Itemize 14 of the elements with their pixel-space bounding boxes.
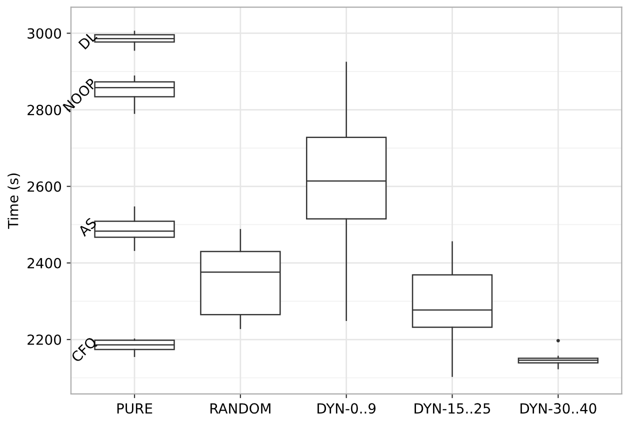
text: AS (77, 217, 98, 237)
text: CFQ (70, 336, 98, 364)
x-tick-label: RANDOM (210, 403, 270, 414)
y-tick-label: 3000 (28, 28, 62, 39)
y-tick-label: 2400 (28, 258, 62, 268)
y-axis-title: Time (s) (8, 174, 20, 229)
text: DL (78, 30, 98, 50)
x-tick-label: DYN-15..25 (414, 403, 490, 414)
y-tick-label: 2600 (28, 181, 62, 192)
x-tick-label: DYN-30..40 (520, 403, 596, 414)
x-tick-label: PURE (117, 403, 152, 414)
y-tick-label: 2200 (28, 334, 62, 346)
y-tick-label: 2800 (28, 104, 62, 116)
x-tick-label: DYN-0..9 (318, 403, 376, 414)
